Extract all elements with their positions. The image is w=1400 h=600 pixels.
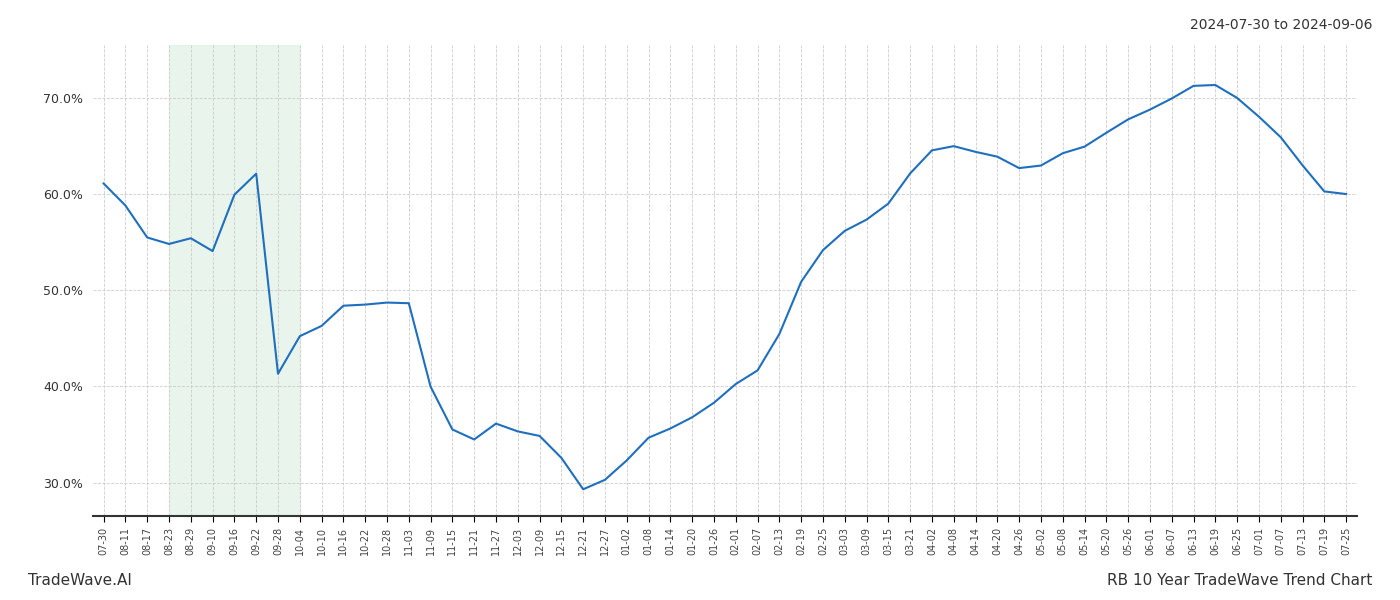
Text: TradeWave.AI: TradeWave.AI xyxy=(28,573,132,588)
Text: 2024-07-30 to 2024-09-06: 2024-07-30 to 2024-09-06 xyxy=(1190,18,1372,32)
Bar xyxy=(169,45,300,516)
Text: RB 10 Year TradeWave Trend Chart: RB 10 Year TradeWave Trend Chart xyxy=(1106,573,1372,588)
